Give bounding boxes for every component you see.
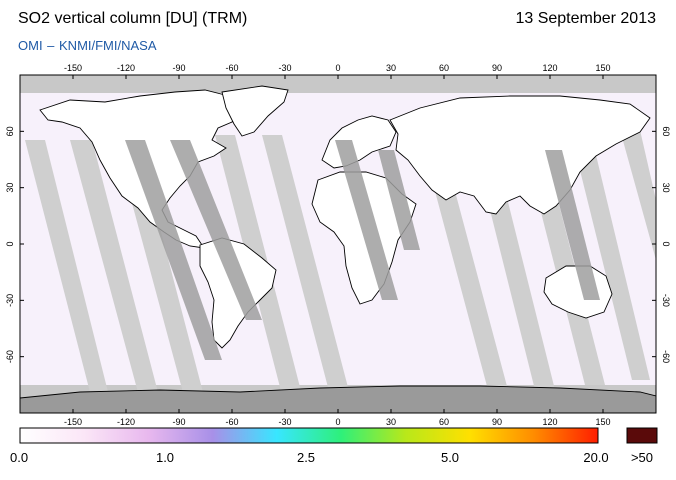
lat-tick-label-right: 0 [661,241,671,246]
orbit-gap [262,135,350,395]
lat-tick-label-right: -60 [661,350,671,363]
lat-tick-label-left: 0 [5,241,15,246]
lat-tick-label-right: 30 [661,183,671,193]
lon-tick-label-bottom: 150 [595,417,610,427]
lon-tick-label-bottom: 0 [335,417,340,427]
orbit-gap [570,130,650,380]
map-title: SO2 vertical column [DU] (TRM) [18,10,248,27]
dark-orbit-gap [125,140,222,360]
lon-tick-label-top: -30 [278,63,291,73]
lon-tick-label-top: 30 [386,63,396,73]
latitude-ticks-right: 60 30 0 -30 -60 [652,126,671,363]
orbit-gap [620,130,656,260]
lon-tick-label-bottom: -60 [225,417,238,427]
greenland [221,85,289,137]
dark-orbit-gap [378,150,420,250]
orbit-gap [70,140,160,400]
north-polar-band [20,75,656,93]
dark-orbit-gap [170,140,262,320]
lat-tick-label-left: -30 [5,294,15,307]
lon-tick-label-bottom: 120 [542,417,557,427]
lon-tick-label-top: 60 [439,63,449,73]
lon-tick-label-bottom: -150 [64,417,82,427]
lon-tick-label-top: 90 [492,63,502,73]
colorbar-label: 0.0 [10,450,29,465]
lon-tick-label-bottom: -90 [172,417,185,427]
colorbar-label: 20.0 [583,450,609,465]
colorbar [19,427,599,444]
lat-tick-label-left: -60 [5,350,15,363]
orbit-gap [420,135,508,390]
map-date: 13 September 2013 [515,10,656,27]
lon-tick-label-top: -90 [172,63,185,73]
lon-tick-label-top: -60 [225,63,238,73]
longitude-ticks-bottom: -150 -120 -90 -60 -30 0 30 60 90 120 150 [64,409,611,427]
colorbar-label: 1.0 [155,450,175,465]
orbit-gap [25,140,110,400]
lon-tick-label-bottom: 60 [439,417,449,427]
antarctica [20,385,656,413]
dark-orbit-gap [545,150,600,300]
lon-tick-label-bottom: -120 [117,417,135,427]
lon-tick-label-top: 0 [335,63,340,73]
lat-tick-label-right: -30 [661,294,671,307]
colorbar-overflow-box [626,427,658,444]
lon-tick-label-bottom: -30 [278,417,291,427]
lat-tick-label-left: 30 [5,183,15,193]
data-credit: OMI – KNMI/FMI/NASA [18,38,157,53]
lon-tick-label-bottom: 30 [386,417,396,427]
colorbar-label: 2.5 [296,450,316,465]
dark-orbit-gap [335,140,398,300]
lon-tick-label-top: 150 [595,63,610,73]
lon-tick-label-top: 120 [542,63,557,73]
lon-tick-label-top: -150 [64,63,82,73]
colorbar-label: >50 [630,450,654,465]
longitude-ticks-top: -150 -120 -90 -60 -30 0 30 60 90 120 150 [64,63,611,79]
lat-tick-label-left: 60 [5,126,15,136]
lon-tick-label-top: -120 [117,63,135,73]
colorbar-label: 5.0 [440,450,460,465]
lat-tick-label-right: 60 [661,126,671,136]
lon-tick-label-bottom: 90 [492,417,502,427]
asia [389,95,651,215]
glint-swaths [125,140,600,360]
latitude-ticks-left: 60 30 0 -30 -60 [5,126,24,363]
